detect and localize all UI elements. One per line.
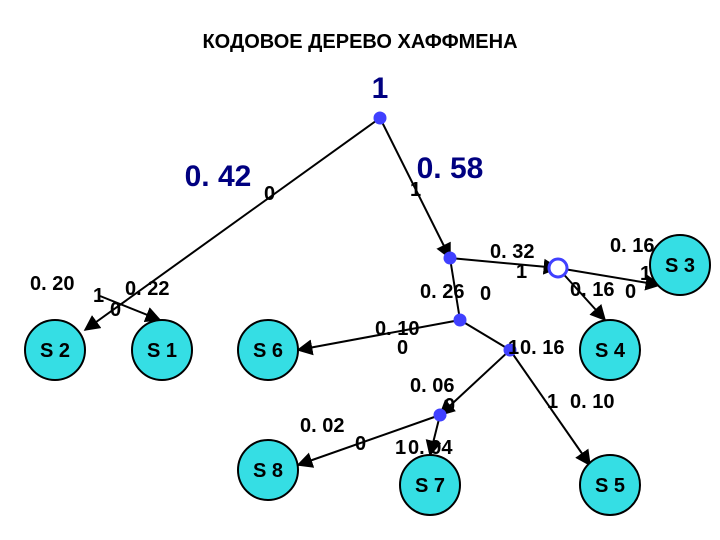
value-label: 0. 10 — [570, 391, 614, 413]
leaf-label: S 2 — [40, 340, 70, 362]
bit-label: 1 — [93, 285, 104, 307]
bit-label: 1 — [640, 263, 651, 285]
internal-node — [374, 112, 386, 124]
leaf-label: S 4 — [595, 340, 626, 362]
bit-label: 0 — [444, 395, 455, 417]
value-label: 0. 02 — [300, 415, 344, 437]
bit-label: 0 — [110, 299, 121, 321]
value-label: 0. 26 — [420, 281, 464, 303]
value-label: 0. 20 — [30, 273, 74, 295]
leaf-label: S 7 — [415, 475, 445, 497]
internal-node — [549, 259, 567, 277]
internal-node — [444, 252, 456, 264]
bit-label: 0 — [355, 433, 366, 455]
tree-edge — [460, 320, 510, 350]
bit-label: 0 — [264, 183, 275, 205]
nodes-layer: S 2 S 1 S 6 S 8 S 7 S 5 S 4 S 3 — [25, 112, 710, 515]
leaf-label: S 1 — [147, 340, 177, 362]
leaf-label: S 8 — [253, 460, 283, 482]
bit-label: 0 — [397, 337, 408, 359]
value-label: 0. 16 — [520, 337, 564, 359]
bit-label: 1 — [547, 391, 558, 413]
bit-label: 1 — [508, 337, 519, 359]
big-label: 0. 42 — [185, 160, 252, 193]
value-label: 0. 06 — [410, 375, 454, 397]
big-label: 1 — [372, 72, 389, 105]
internal-node — [454, 314, 466, 326]
bit-label: 0 — [625, 281, 636, 303]
leaf-label: S 6 — [253, 340, 283, 362]
big-label: 0. 58 — [417, 152, 484, 185]
value-label: 0. 22 — [125, 278, 169, 300]
leaf-label: S 3 — [665, 255, 695, 277]
bit-label: 0 — [480, 283, 491, 305]
value-label: 0. 16 — [570, 279, 614, 301]
diagram-title: КОДОВОЕ ДЕРЕВО ХАФФМЕНА — [202, 31, 517, 53]
value-label: 0. 32 — [490, 241, 534, 263]
value-label: 0. 16 — [610, 235, 654, 257]
big-labels-layer: 1 0. 42 0. 58 — [185, 72, 484, 193]
bit-label: 1 — [395, 437, 406, 459]
value-label: 0. 04 — [408, 437, 453, 459]
bit-label: 1 — [516, 261, 527, 283]
bit-labels-layer: 01101010010101 — [93, 179, 651, 459]
leaf-label: S 5 — [595, 475, 625, 497]
